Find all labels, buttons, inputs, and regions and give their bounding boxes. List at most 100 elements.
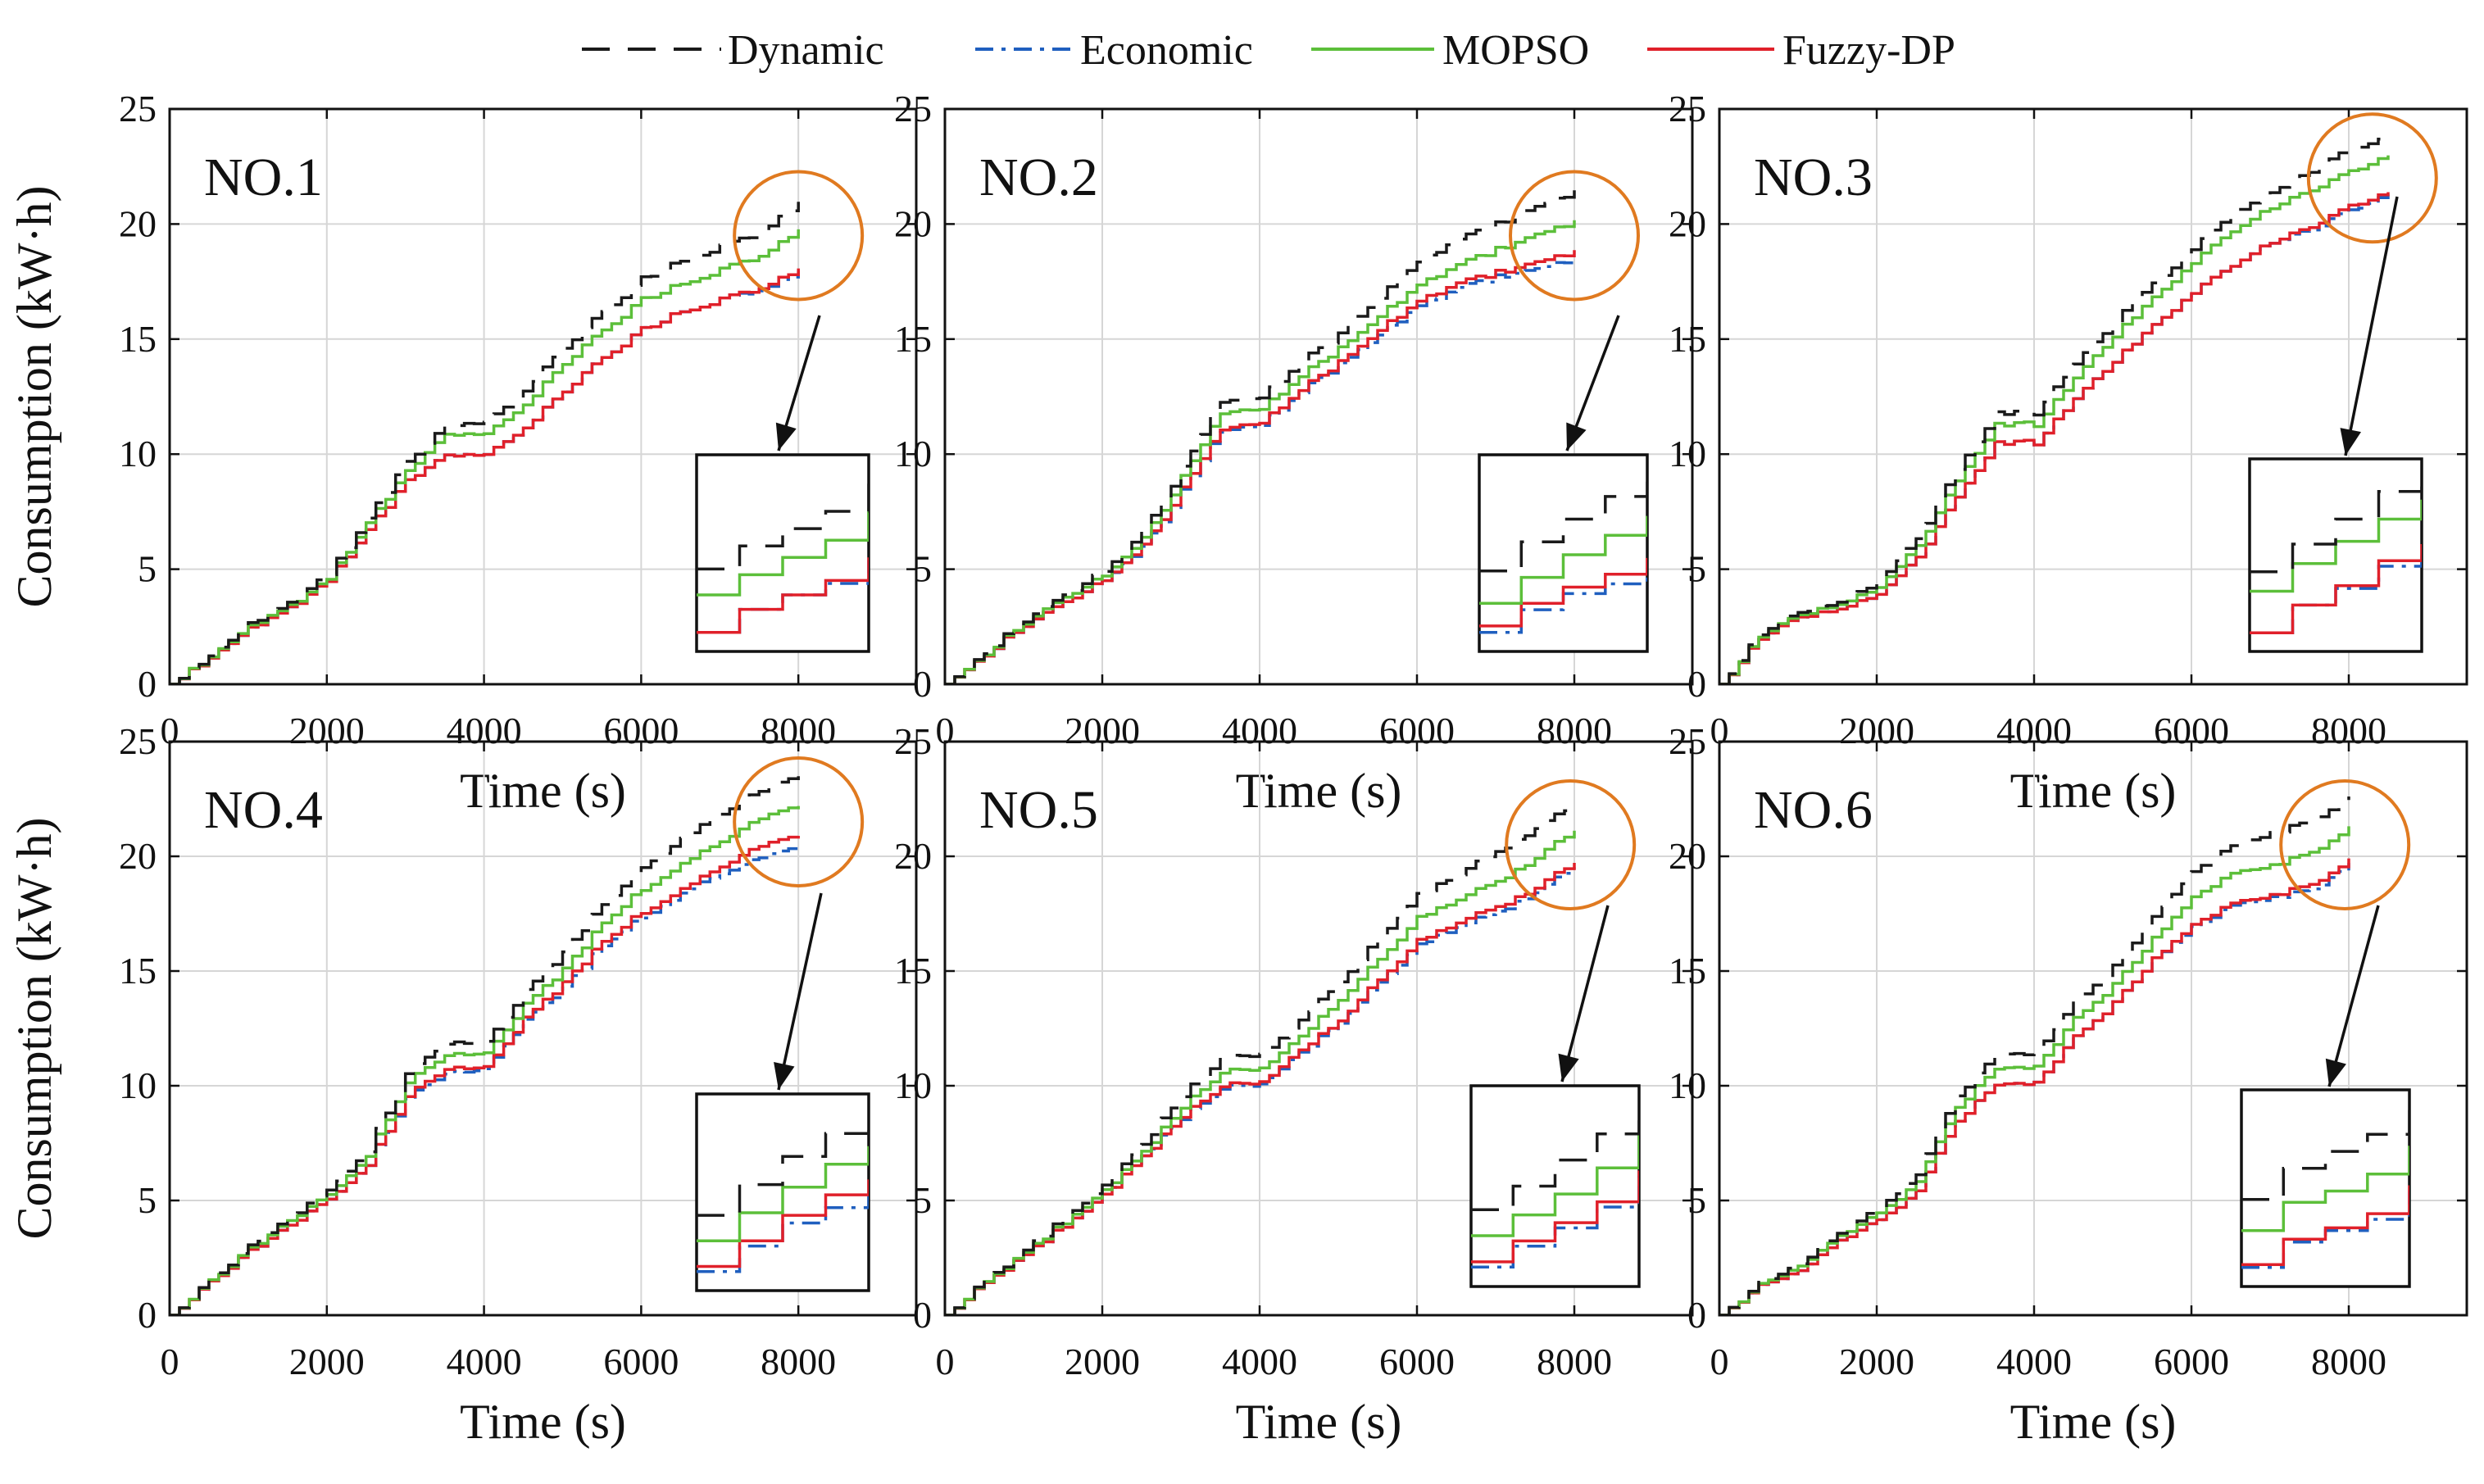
series-line-dynamic (1719, 137, 2390, 684)
x-tick-label: 8000 (1537, 1341, 1612, 1382)
series-line-dynamic (170, 202, 800, 684)
zoom-inset (695, 1092, 870, 1292)
y-tick-label: 15 (894, 318, 932, 360)
inset-series-mopso (1471, 1133, 1639, 1237)
y-tick-label: 10 (1669, 433, 1706, 474)
y-tick-label: 5 (138, 1179, 157, 1221)
series-line-fuzzy-dp (1719, 192, 2390, 684)
y-tick-label: 0 (913, 663, 932, 705)
y-tick-label: 10 (119, 1064, 157, 1106)
inset-series-dynamic (2250, 477, 2422, 574)
y-tick-label: 5 (1687, 548, 1706, 590)
x-axis-title: Time (s) (2010, 764, 2177, 818)
inset-series-mopso (697, 1146, 869, 1243)
series-line-mopso (170, 229, 800, 684)
inset-box (1478, 453, 1649, 653)
x-tick-label: 0 (936, 1341, 955, 1382)
panel-label: NO.1 (204, 147, 323, 207)
panel-4: 0 2000 4000 6000 8000 0 5 10 15 20 25 Time (s) Consu… (7, 720, 918, 1449)
inset-series-fuzzy-dp (2250, 544, 2422, 635)
inset-series-fuzzy-dp (697, 1179, 869, 1268)
x-tick-label: 8000 (761, 1341, 836, 1382)
x-tick-label: 2000 (1065, 1341, 1140, 1382)
zoom-inset (2248, 457, 2423, 653)
zoom-arrow (1560, 905, 1610, 1082)
x-axis-title: Time (s) (2010, 1395, 2177, 1449)
y-tick-label: 0 (138, 663, 157, 705)
inset-series-dynamic (697, 1113, 869, 1217)
y-tick-label: 15 (119, 318, 157, 360)
y-tick-label: 15 (1669, 318, 1706, 360)
inset-series-fuzzy-dp (2241, 1185, 2409, 1267)
zoom-arrowhead (774, 1061, 795, 1090)
y-tick-label: 0 (1687, 1294, 1706, 1336)
inset-series-dynamic (1479, 474, 1647, 573)
legend-label-mopso: MOPSO (1442, 27, 1589, 74)
x-tick-label: 2000 (1839, 1341, 1914, 1382)
inset-series-dynamic (697, 474, 869, 571)
inset-series-mopso (2241, 1146, 2409, 1232)
y-tick-label: 20 (1669, 835, 1706, 877)
zoom-circle (733, 756, 865, 887)
y-tick-label: 25 (119, 720, 157, 762)
inset-box (695, 453, 870, 653)
zoom-arrow (2344, 196, 2399, 456)
y-axis-title: Consumption (kW·h) (7, 818, 61, 1240)
y-tick-label: 15 (1669, 950, 1706, 992)
panel-6: 0 2000 4000 6000 8000 0 5 10 15 20 25 Time (s) NO.6 (1669, 720, 2468, 1449)
y-tick-label: 10 (894, 433, 932, 474)
zoom-arrowhead (2340, 428, 2362, 456)
x-tick-label: 4000 (1222, 1341, 1297, 1382)
panel-5: 0 2000 4000 6000 8000 0 5 10 15 20 25 Time (s) NO.5 (894, 720, 1694, 1449)
series-line-mopso (1719, 826, 2350, 1315)
inset-series-fuzzy-dp (1471, 1170, 1639, 1264)
x-axis-title: Time (s) (460, 1395, 626, 1449)
y-tick-label: 20 (119, 202, 157, 244)
zoom-arrow (777, 892, 823, 1091)
y-axis-title: Consumption (kW·h) (7, 186, 61, 608)
zoom-inset (2240, 1088, 2411, 1288)
inset-series-mopso (1479, 515, 1647, 605)
inset-series-dynamic (1471, 1105, 1639, 1211)
inset-series-dynamic (2241, 1109, 2409, 1201)
series-line-dynamic (945, 806, 1576, 1315)
y-tick-label: 25 (1669, 720, 1706, 762)
y-tick-label: 15 (894, 950, 932, 992)
zoom-arrow (2327, 905, 2380, 1087)
zoom-arrowhead (1558, 1053, 1579, 1082)
inset-series-mopso (697, 508, 869, 597)
x-tick-label: 6000 (1379, 1341, 1455, 1382)
y-tick-label: 0 (913, 1294, 932, 1336)
axes-box (943, 740, 1694, 1317)
inset-series-fuzzy-dp (1479, 557, 1647, 628)
zoom-circle (1509, 170, 1640, 302)
zoom-circle (2306, 112, 2438, 244)
y-tick-label: 20 (894, 202, 932, 244)
series-line-dynamic (945, 190, 1576, 684)
y-tick-label: 0 (1687, 663, 1706, 705)
series-line-dynamic (170, 776, 800, 1315)
panel-label: NO.4 (204, 780, 323, 840)
axes-box (168, 107, 918, 686)
y-tick-label: 15 (119, 950, 157, 992)
zoom-inset (1478, 453, 1649, 653)
y-tick-label: 5 (1687, 1179, 1706, 1221)
axes-box (1718, 107, 2468, 686)
x-tick-label: 2000 (289, 1341, 365, 1382)
y-tick-label: 25 (119, 88, 157, 129)
y-tick-label: 10 (894, 1064, 932, 1106)
series-line-mopso (1719, 155, 2390, 684)
x-tick-label: 4000 (447, 1341, 522, 1382)
axes-box (943, 107, 1694, 686)
series-line-fuzzy-dp (945, 250, 1576, 684)
x-tick-label: 8000 (2311, 1341, 2386, 1382)
y-tick-label: 20 (894, 835, 932, 877)
zoom-circle (1505, 779, 1637, 910)
y-tick-label: 10 (1669, 1064, 1706, 1106)
y-tick-label: 20 (119, 835, 157, 877)
x-tick-label: 0 (1710, 1341, 1729, 1382)
